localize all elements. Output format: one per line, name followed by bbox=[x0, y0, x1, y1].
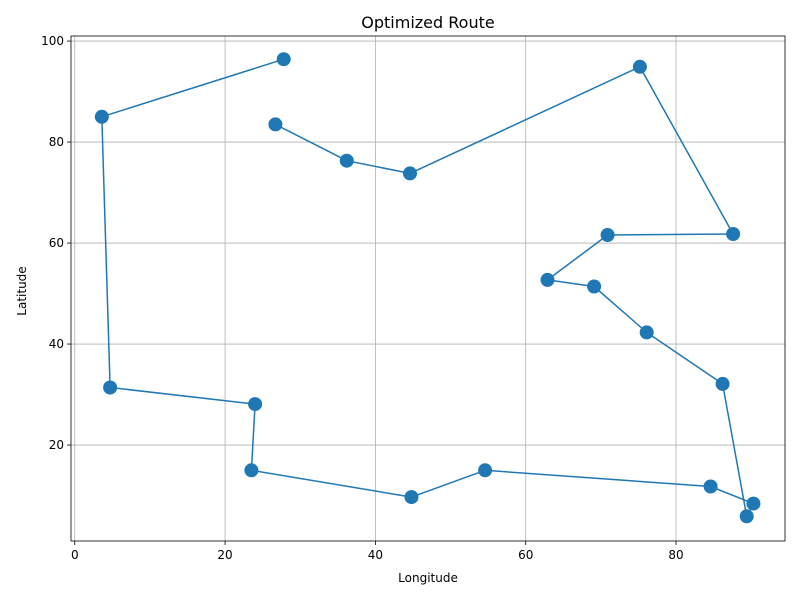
route-point bbox=[746, 496, 761, 511]
route-point bbox=[600, 228, 615, 242]
x-tick-label: 40 bbox=[368, 548, 383, 562]
y-tick-label: 60 bbox=[49, 236, 64, 250]
route-point bbox=[540, 272, 555, 287]
route-point bbox=[268, 117, 283, 132]
plot-frame bbox=[70, 35, 786, 542]
route-path bbox=[101, 58, 755, 518]
grid-lines bbox=[71, 36, 785, 541]
route-point bbox=[339, 153, 354, 168]
y-tick-label: 100 bbox=[41, 34, 64, 48]
route-points bbox=[94, 52, 761, 524]
y-tick-label: 40 bbox=[49, 337, 64, 351]
x-tick-label: 80 bbox=[668, 548, 683, 562]
route-point bbox=[244, 463, 259, 478]
x-axis-label: Longitude bbox=[398, 571, 458, 585]
x-tick-label: 20 bbox=[217, 548, 232, 562]
route-point bbox=[248, 397, 263, 412]
axes: 0 20 40 60 80 20 40 60 80 100 bbox=[41, 34, 786, 562]
route-point bbox=[404, 490, 419, 505]
route-point bbox=[276, 52, 291, 67]
route-point bbox=[703, 479, 718, 494]
route-point bbox=[94, 109, 109, 124]
route-point bbox=[739, 509, 754, 524]
route-point bbox=[103, 380, 118, 395]
y-tick-label: 20 bbox=[49, 438, 64, 452]
route-point bbox=[587, 279, 602, 294]
x-tick-label: 60 bbox=[518, 548, 533, 562]
y-axis-label: Latitude bbox=[15, 266, 29, 315]
route-point bbox=[478, 463, 493, 478]
y-tick-label: 80 bbox=[49, 135, 64, 149]
x-tick-label: 0 bbox=[71, 548, 79, 562]
route-point bbox=[403, 166, 417, 181]
route-point bbox=[726, 227, 741, 241]
chart-title: Optimized Route bbox=[361, 13, 494, 32]
route-line bbox=[101, 58, 755, 518]
route-point bbox=[715, 376, 730, 391]
route-point bbox=[639, 325, 654, 340]
route-point bbox=[632, 59, 647, 74]
